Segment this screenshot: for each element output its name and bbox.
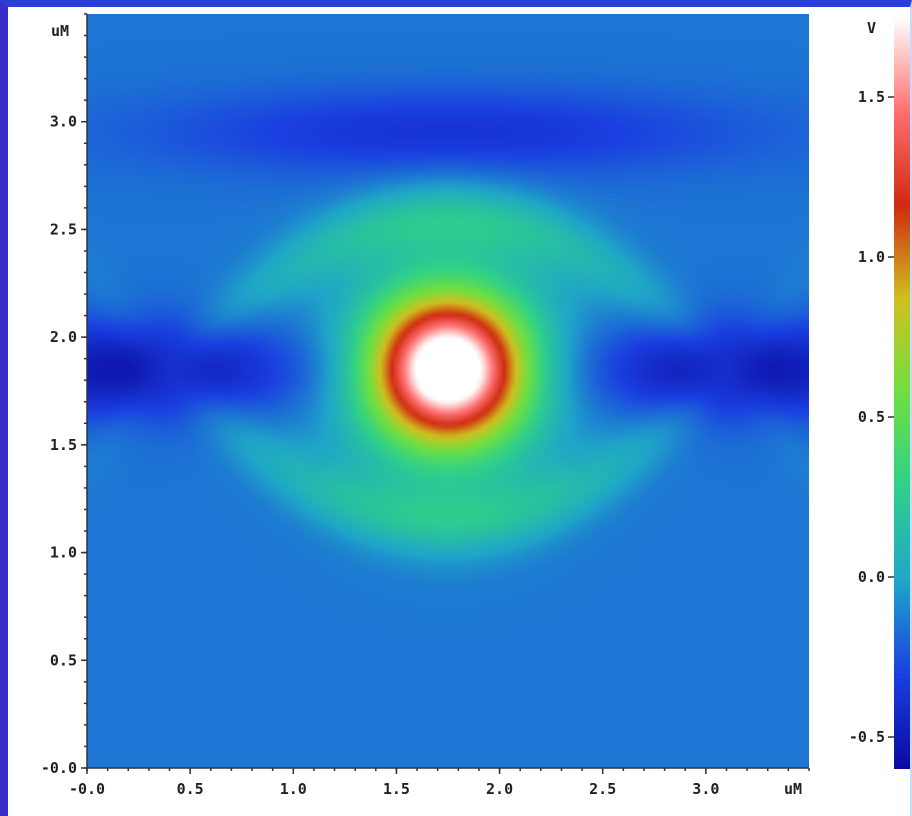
colorbar-tick-label: 0.0 [858, 568, 885, 586]
y-tick-label: 2.0 [50, 328, 77, 346]
y-tick-label: 1.5 [50, 436, 77, 454]
colorbar-tick-label: 1.0 [858, 248, 885, 266]
y-tick-label: 0.5 [50, 651, 77, 669]
colorbar-tick-label: 1.5 [858, 88, 885, 106]
x-tick-label: 1.5 [383, 780, 410, 798]
colorbar-unit-label: V [867, 19, 876, 37]
x-tick-label: 2.5 [589, 780, 616, 798]
x-unit-label: uM [784, 780, 802, 798]
y-unit-label: uM [51, 22, 69, 40]
y-tick-label: -0.0 [41, 759, 77, 777]
x-tick-label: 1.0 [280, 780, 307, 798]
y-tick-label: 3.0 [50, 113, 77, 131]
axes: -0.0 0.5 1.0 1.5 2.0 2.5 3.0 uM -0.0 0.5 1.0 1.5 2.0… [41, 13, 894, 798]
y-tick-label: 1.0 [50, 544, 77, 562]
colorbar-tick-label: -0.5 [849, 728, 885, 746]
heatmap-image [87, 14, 809, 768]
colorbar [894, 17, 910, 769]
x-tick-label: 2.0 [486, 780, 513, 798]
y-tick-label: 2.5 [50, 220, 77, 238]
colorbar-tick-label: 0.5 [858, 408, 885, 426]
x-tick-label: -0.0 [69, 780, 105, 798]
x-tick-label: 3.0 [692, 780, 719, 798]
x-tick-label: 0.5 [177, 780, 204, 798]
